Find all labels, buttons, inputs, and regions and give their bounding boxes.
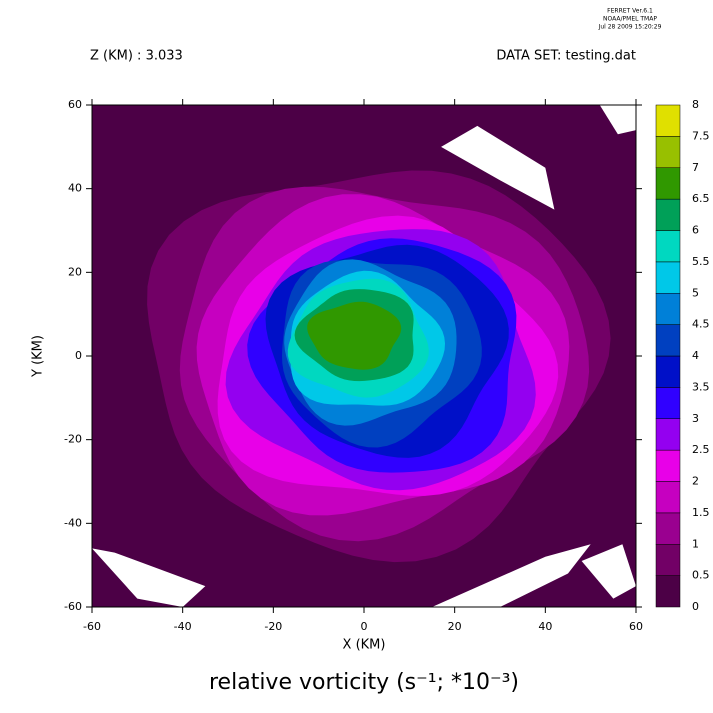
y-tick-label: 40 <box>68 182 82 195</box>
x-tick-label: -20 <box>264 620 282 633</box>
x-tick-label: 60 <box>629 620 643 633</box>
colorbar-band <box>655 293 681 325</box>
x-axis-label: X (KM) <box>343 638 386 653</box>
colorbar-band <box>655 544 681 576</box>
x-tick-label: 20 <box>448 620 462 633</box>
y-tick-label: -20 <box>64 433 82 446</box>
missing-data <box>599 105 636 135</box>
contour-band <box>307 301 402 370</box>
chart-title: relative vorticity (s⁻¹; *10⁻³) <box>209 670 519 695</box>
colorbar-label: 6.5 <box>692 192 710 205</box>
x-tick-label: 40 <box>538 620 552 633</box>
y-axis-label: Y (KM) <box>31 335 46 378</box>
x-tick-label: 0 <box>361 620 368 633</box>
x-tick-label: -60 <box>83 620 101 633</box>
y-tick-label: -40 <box>64 516 82 529</box>
colorbar-label: 1 <box>692 537 699 550</box>
colorbar-band <box>655 136 681 168</box>
header-line: NOAA/PMEL TMAP <box>603 16 657 23</box>
y-tick-label: 0 <box>75 349 82 362</box>
colorbar-label: 0.5 <box>692 569 710 582</box>
colorbar-band <box>655 261 681 294</box>
colorbar-band <box>655 324 681 357</box>
colorbar-band <box>655 355 681 388</box>
colorbar-label: 7 <box>692 161 699 174</box>
dataset-note: DATA SET: testing.dat <box>496 49 636 64</box>
colorbar-label: 4.5 <box>692 318 710 331</box>
missing-data <box>432 544 591 607</box>
colorbar-band <box>655 512 681 545</box>
colorbar-band <box>655 449 681 482</box>
colorbar-label: 3.5 <box>692 380 710 393</box>
colorbar-label: 5.5 <box>692 255 710 268</box>
colorbar-label: 1.5 <box>692 506 710 519</box>
colorbar-label: 0 <box>692 600 699 613</box>
z-note: Z (KM) : 3.033 <box>90 49 183 64</box>
colorbar-band <box>655 418 681 451</box>
header-line: Jul 28 2009 15:20:29 <box>598 24 662 31</box>
colorbar-band <box>655 387 681 419</box>
y-tick-label: -60 <box>64 600 82 613</box>
colorbar-label: 2 <box>692 475 699 488</box>
colorbar-band <box>655 198 681 231</box>
colorbar-band <box>655 230 681 263</box>
missing-data <box>441 125 555 210</box>
colorbar-label: 6 <box>692 224 699 237</box>
colorbar-band <box>655 575 681 608</box>
x-tick-label: -40 <box>174 620 192 633</box>
colorbar-label: 3 <box>692 412 699 425</box>
missing-data <box>92 548 206 607</box>
header-line: FERRET Ver.6.1 <box>607 8 653 15</box>
colorbar-band <box>655 104 681 137</box>
colorbar-band <box>655 481 681 514</box>
colorbar-label: 2.5 <box>692 443 710 456</box>
colorbar-label: 7.5 <box>692 129 710 142</box>
colorbar-label: 8 <box>692 98 699 111</box>
colorbar-label: 5 <box>692 286 699 299</box>
y-tick-label: 20 <box>68 265 82 278</box>
missing-data <box>581 544 636 599</box>
colorbar-label: 4 <box>692 349 699 362</box>
y-tick-label: 60 <box>68 98 82 111</box>
colorbar-band <box>655 167 681 200</box>
